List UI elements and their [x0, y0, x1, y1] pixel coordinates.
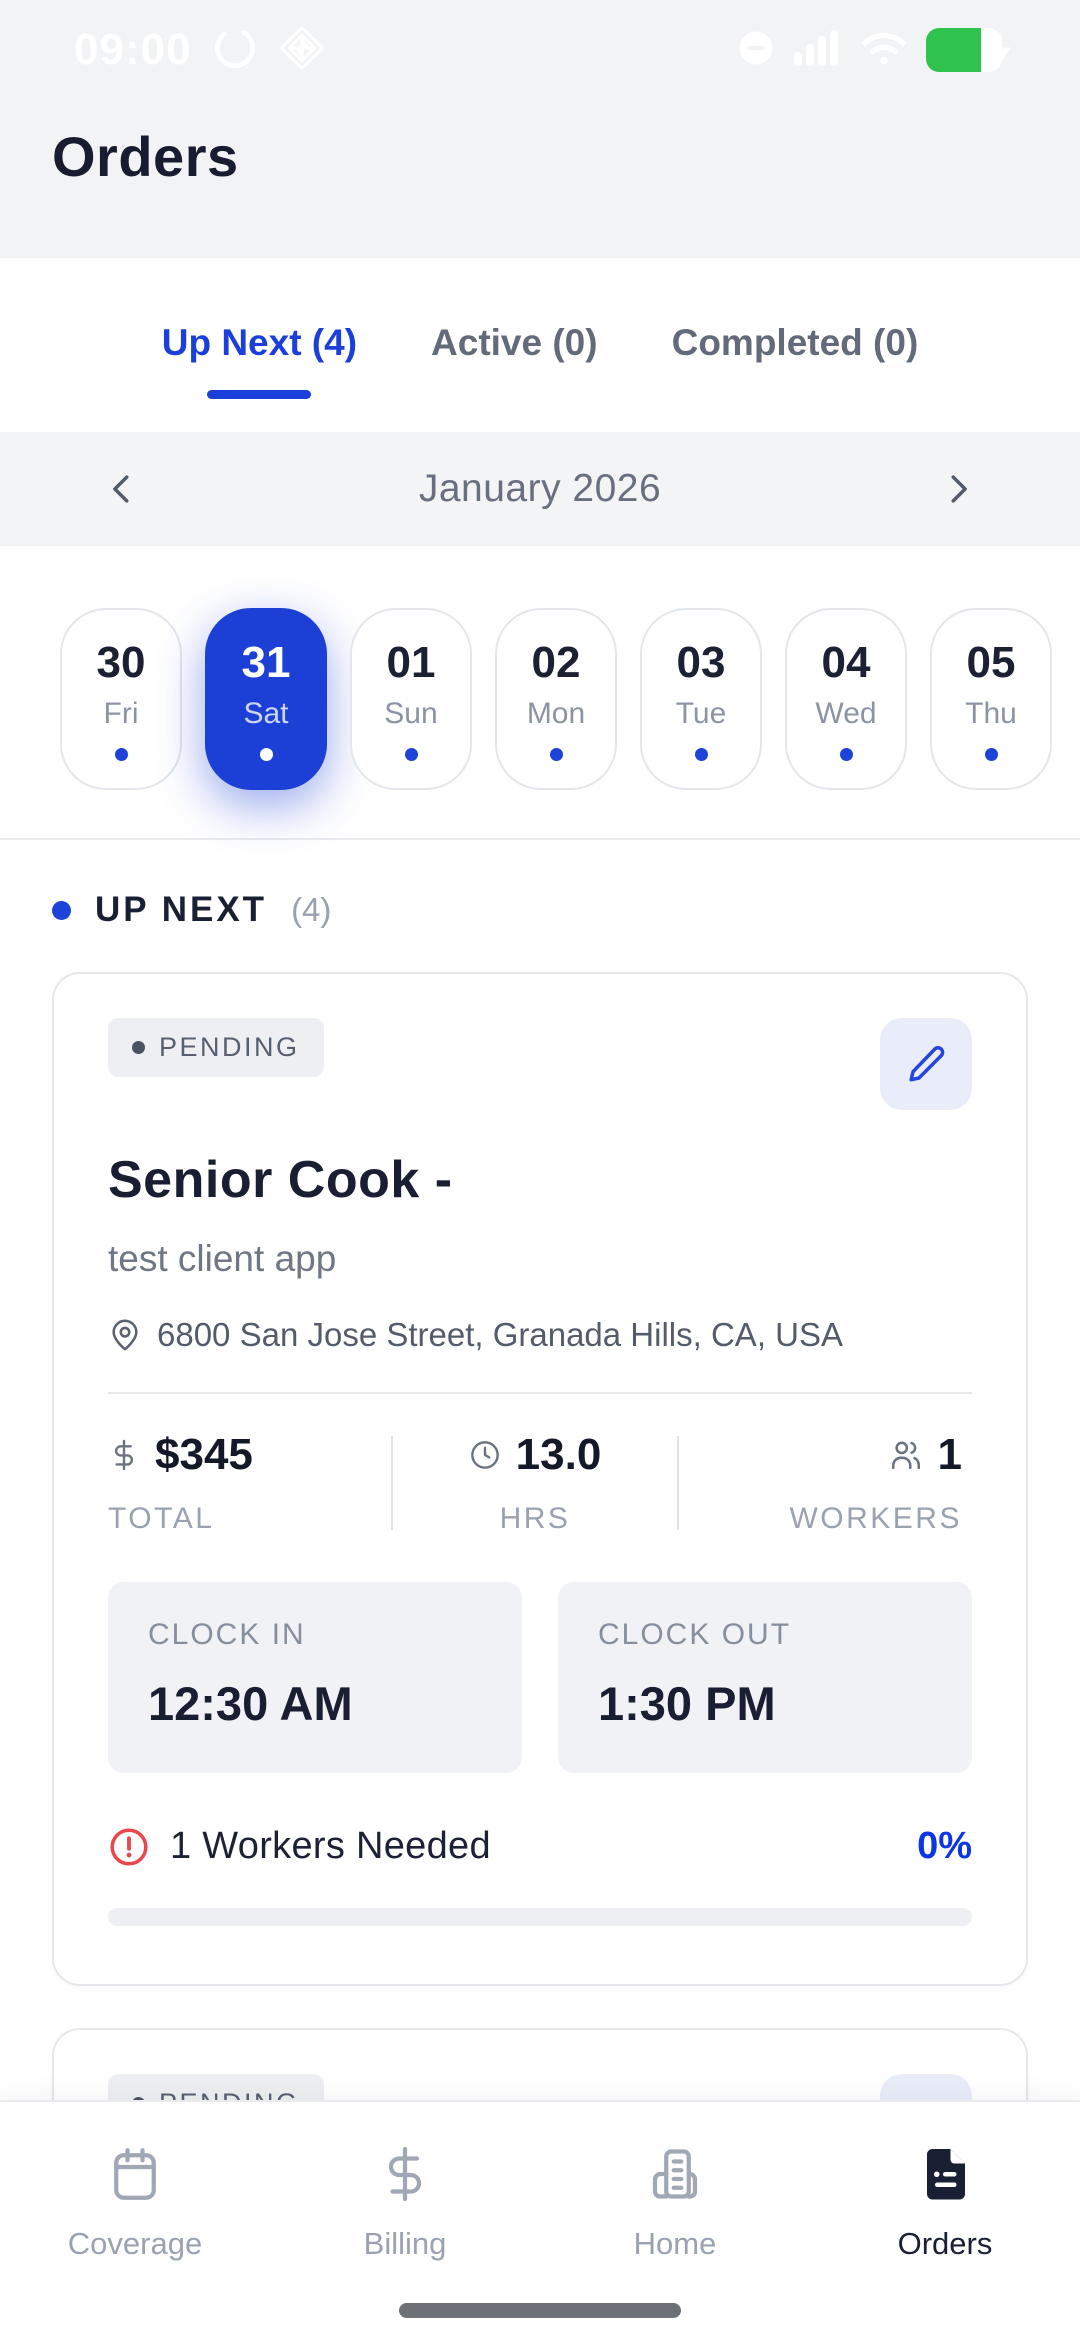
date-pill[interactable]: 04 Wed [785, 608, 907, 790]
document-icon [927, 2149, 965, 2200]
edit-order-button[interactable] [880, 1018, 972, 1110]
top-area: 09:00 [0, 0, 1080, 258]
clock-icon [469, 1439, 501, 1471]
order-title: Senior Cook - [108, 1151, 453, 1209]
nav-item-billing[interactable]: Billing [270, 2144, 540, 2262]
fill-progress-bar [108, 1908, 972, 1926]
status-left-icons [212, 22, 328, 79]
event-dot [839, 747, 853, 761]
chevron-left-icon [113, 475, 129, 503]
month-label: January 2026 [418, 467, 662, 510]
date-strip: 30 Fri 31 Sat 01 Sun 02 Mon 03 Tue 04 We… [0, 546, 1080, 838]
status-dot-icon [132, 1041, 145, 1054]
status-badge: PENDING [108, 1018, 324, 1077]
home-indicator[interactable] [399, 2303, 681, 2318]
pencil-icon [909, 1046, 945, 1082]
status-right-icons [738, 26, 1012, 75]
workers-needed-text: 1 Workers Needed [170, 1825, 491, 1867]
section-dot-icon [52, 900, 71, 920]
status-bar: 09:00 [0, 0, 1080, 100]
active-tab-underline [207, 390, 312, 399]
clock-out-time: 1:30 PM [598, 1677, 776, 1730]
stat-workers: 1 WORKERS [789, 1430, 962, 1535]
sync-spinner-icon [212, 25, 258, 76]
workers-needed-row: 1 Workers Needed 0% [108, 1825, 972, 1868]
clock-in-time: 12:30 AM [148, 1677, 353, 1730]
divider [676, 1436, 679, 1530]
clock-out-box: CLOCK OUT 1:30 PM [558, 1582, 972, 1773]
divider [0, 838, 1080, 840]
event-dot [549, 747, 563, 761]
order-stats: $345 TOTAL 13.0 HRS [108, 1430, 972, 1536]
tab-active[interactable]: Active (0) [431, 322, 598, 363]
divider [108, 1392, 972, 1394]
nav-item-coverage[interactable]: Coverage [0, 2144, 270, 2262]
order-address: 6800 San Jose Street, Granada Hills, CA,… [108, 1316, 972, 1354]
section-header: UP NEXT (4) [0, 840, 1080, 930]
stat-total: $345 TOTAL [108, 1430, 253, 1535]
divider [391, 1436, 394, 1530]
event-dot [694, 747, 708, 761]
workers-icon [889, 1438, 923, 1472]
building-icon [652, 2149, 698, 2199]
order-client: test client app [108, 1238, 337, 1279]
chevron-right-icon [951, 475, 967, 503]
calendar-icon [114, 2148, 156, 2200]
page-title: Orders [52, 125, 239, 188]
signal-icon [792, 26, 842, 75]
month-navigation: January 2026 [0, 432, 1080, 546]
event-dot [114, 747, 128, 761]
event-dot [404, 747, 418, 761]
date-pill[interactable]: 03 Tue [640, 608, 762, 790]
event-dot [984, 747, 998, 761]
date-pill[interactable]: 30 Fri [60, 608, 182, 790]
nav-item-orders[interactable]: Orders [810, 2144, 1080, 2262]
date-pill[interactable]: 02 Mon [495, 608, 617, 790]
clock-row: CLOCK IN 12:30 AM CLOCK OUT 1:30 PM [108, 1582, 972, 1773]
tab-bar: Up Next (4) Active (0) Completed (0) [0, 258, 1080, 432]
dnd-icon [738, 30, 774, 71]
bottom-navigation: Coverage Billing Home Orders [0, 2100, 1080, 2340]
diamond-icon [276, 22, 328, 79]
battery-icon [926, 28, 1012, 72]
map-pin-icon [112, 1319, 138, 1351]
order-card[interactable]: PENDING Senior Cook - test client app 68… [52, 972, 1028, 1986]
tab-up-next[interactable]: Up Next (4) [162, 322, 357, 399]
alert-icon [110, 1827, 148, 1866]
fill-percent: 0% [917, 1825, 972, 1867]
stat-hours: 13.0 HRS [393, 1430, 676, 1536]
date-pill[interactable]: 01 Sun [350, 608, 472, 790]
dollar-icon [388, 2146, 422, 2202]
dollar-icon [108, 1439, 140, 1471]
tab-completed[interactable]: Completed (0) [671, 322, 919, 363]
event-dot [259, 747, 273, 761]
next-month-button[interactable] [936, 467, 980, 511]
wifi-icon [860, 28, 908, 73]
status-time: 09:00 [74, 25, 192, 74]
previous-month-button[interactable] [100, 467, 144, 511]
clock-in-box: CLOCK IN 12:30 AM [108, 1582, 522, 1773]
nav-item-home[interactable]: Home [540, 2144, 810, 2262]
date-pill-selected[interactable]: 31 Sat [205, 608, 327, 790]
date-pill[interactable]: 05 Thu [930, 608, 1052, 790]
